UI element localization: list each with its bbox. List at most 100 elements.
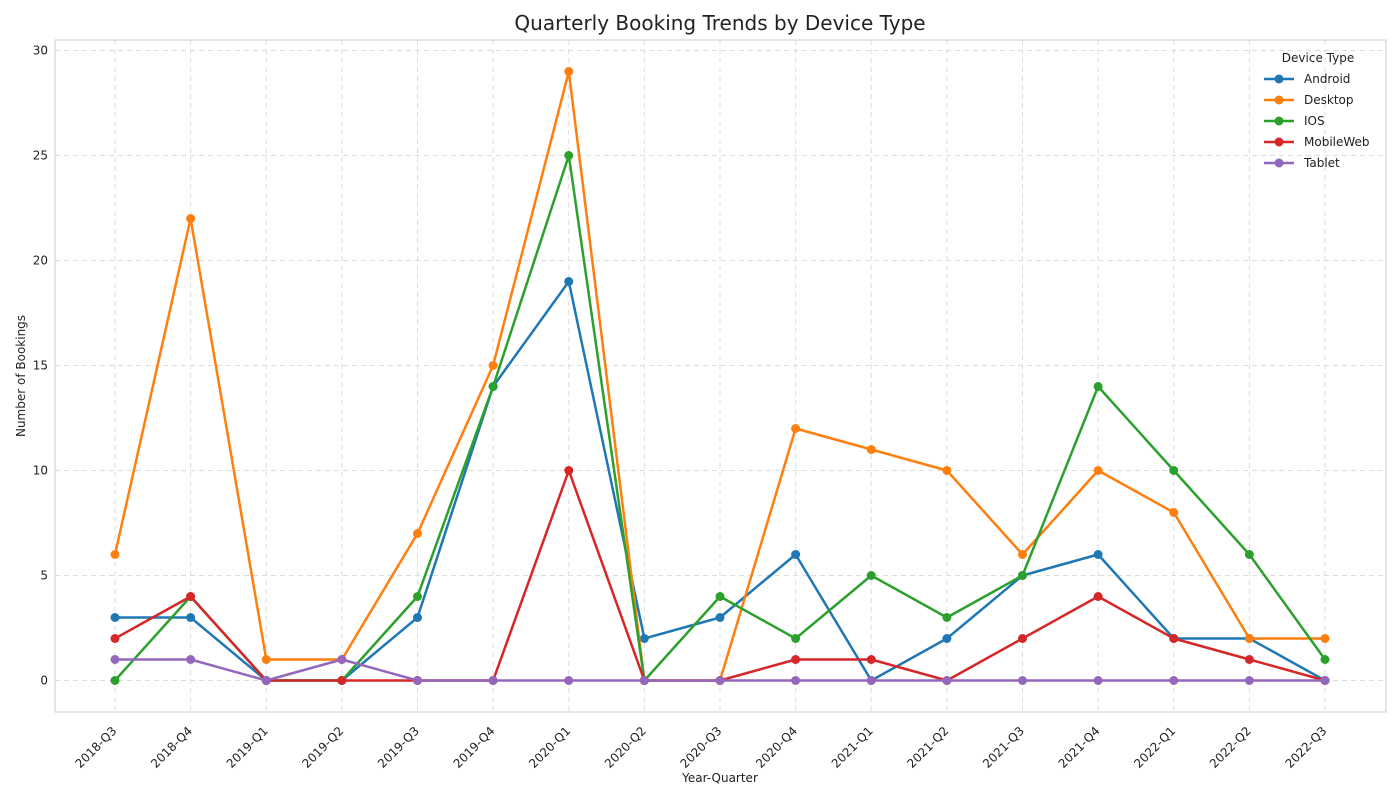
legend: Device Type Android Desktop IOS MobileWeb Ta… bbox=[1264, 51, 1370, 170]
data-point bbox=[110, 655, 120, 664]
data-point bbox=[564, 67, 574, 76]
data-point bbox=[1169, 676, 1179, 685]
x-tick-label: 2020-Q3 bbox=[678, 724, 725, 771]
data-point bbox=[186, 613, 196, 622]
data-point bbox=[186, 214, 196, 223]
y-axis: 0 5 10 15 20 25 30 bbox=[33, 44, 48, 688]
legend-marker bbox=[1274, 116, 1284, 126]
y-tick-label: 10 bbox=[33, 464, 48, 478]
data-point bbox=[564, 277, 574, 286]
data-point bbox=[715, 676, 725, 685]
data-point bbox=[1169, 466, 1179, 475]
legend-item-android: Android bbox=[1264, 72, 1350, 86]
x-axis: 2018-Q3 2018-Q4 2019-Q1 2019-Q2 2019-Q3 2019-… bbox=[73, 724, 1330, 771]
x-tick-label: 2019-Q4 bbox=[451, 724, 498, 771]
data-point bbox=[110, 550, 120, 559]
plot-area bbox=[54, 39, 1387, 713]
legend-item-tablet: Tablet bbox=[1264, 156, 1340, 170]
data-point bbox=[1244, 676, 1254, 685]
x-tick-label: 2019-Q1 bbox=[224, 724, 271, 771]
x-tick-label: 2018-Q4 bbox=[148, 724, 195, 771]
data-point bbox=[1018, 676, 1027, 685]
x-tick-label: 2020-Q4 bbox=[753, 724, 800, 771]
data-point bbox=[791, 655, 801, 664]
data-point bbox=[564, 676, 574, 685]
legend-label: IOS bbox=[1304, 114, 1325, 128]
y-tick-label: 0 bbox=[40, 674, 48, 688]
x-tick-label: 2022-Q2 bbox=[1207, 724, 1254, 771]
data-point bbox=[413, 613, 422, 622]
legend-item-mobileweb: MobileWeb bbox=[1264, 135, 1370, 149]
data-point bbox=[715, 592, 725, 601]
legend-item-desktop: Desktop bbox=[1264, 93, 1354, 107]
data-point bbox=[791, 550, 801, 559]
data-point bbox=[110, 634, 120, 643]
data-point bbox=[337, 655, 347, 664]
data-point bbox=[942, 466, 952, 475]
data-point bbox=[186, 592, 196, 601]
data-point bbox=[1018, 550, 1027, 559]
data-point bbox=[866, 571, 876, 580]
x-tick-label: 2021-Q2 bbox=[904, 724, 951, 771]
legend-marker bbox=[1274, 95, 1284, 105]
data-point bbox=[1244, 550, 1254, 559]
data-point bbox=[488, 382, 498, 391]
data-point bbox=[1093, 466, 1103, 475]
legend-marker bbox=[1274, 158, 1284, 168]
data-point bbox=[1244, 634, 1254, 643]
data-point bbox=[866, 445, 876, 454]
data-point bbox=[564, 466, 574, 475]
data-point bbox=[715, 613, 725, 622]
y-tick-label: 30 bbox=[33, 44, 48, 58]
data-point bbox=[942, 676, 952, 685]
data-point bbox=[1169, 508, 1179, 517]
data-point bbox=[186, 655, 196, 664]
x-tick-label: 2021-Q1 bbox=[829, 724, 876, 771]
chart-title: Quarterly Booking Trends by Device Type bbox=[514, 11, 925, 35]
x-tick-label: 2021-Q3 bbox=[980, 724, 1027, 771]
x-tick-label: 2021-Q4 bbox=[1056, 724, 1103, 771]
data-point bbox=[791, 424, 801, 433]
legend-item-ios: IOS bbox=[1264, 114, 1325, 128]
legend-title: Device Type bbox=[1282, 51, 1354, 65]
data-point bbox=[261, 655, 271, 664]
x-axis-title: Year-Quarter bbox=[681, 771, 758, 785]
x-tick-label: 2019-Q2 bbox=[299, 724, 346, 771]
legend-label: MobileWeb bbox=[1304, 135, 1370, 149]
data-point bbox=[639, 634, 649, 643]
x-tick-label: 2018-Q3 bbox=[73, 724, 120, 771]
legend-marker bbox=[1274, 137, 1284, 147]
y-tick-label: 15 bbox=[33, 359, 48, 373]
y-tick-label: 25 bbox=[33, 149, 48, 163]
series-tablet bbox=[110, 655, 1330, 685]
data-point bbox=[1018, 571, 1027, 580]
y-tick-label: 20 bbox=[33, 254, 48, 268]
data-point bbox=[1320, 676, 1330, 685]
data-point bbox=[1018, 634, 1027, 643]
data-point bbox=[791, 676, 801, 685]
data-point bbox=[110, 613, 120, 622]
x-tick-label: 2020-Q2 bbox=[602, 724, 649, 771]
x-tick-label: 2019-Q3 bbox=[375, 724, 422, 771]
data-point bbox=[942, 634, 952, 643]
data-point bbox=[866, 655, 876, 664]
data-point bbox=[1093, 592, 1103, 601]
x-tick-label: 2020-Q1 bbox=[526, 724, 573, 771]
data-point bbox=[1093, 676, 1103, 685]
data-point bbox=[488, 361, 498, 370]
data-point bbox=[413, 529, 422, 538]
data-point bbox=[1169, 634, 1179, 643]
y-axis-title: Number of Bookings bbox=[14, 315, 28, 437]
data-point bbox=[1320, 655, 1330, 664]
data-point bbox=[564, 151, 574, 160]
data-point bbox=[1093, 382, 1103, 391]
data-point bbox=[1093, 550, 1103, 559]
data-point bbox=[413, 676, 422, 685]
data-point bbox=[1320, 634, 1330, 643]
legend-label: Desktop bbox=[1304, 93, 1354, 107]
data-point bbox=[413, 592, 422, 601]
legend-label: Tablet bbox=[1303, 156, 1340, 170]
data-point bbox=[337, 676, 347, 685]
data-point bbox=[1244, 655, 1254, 664]
